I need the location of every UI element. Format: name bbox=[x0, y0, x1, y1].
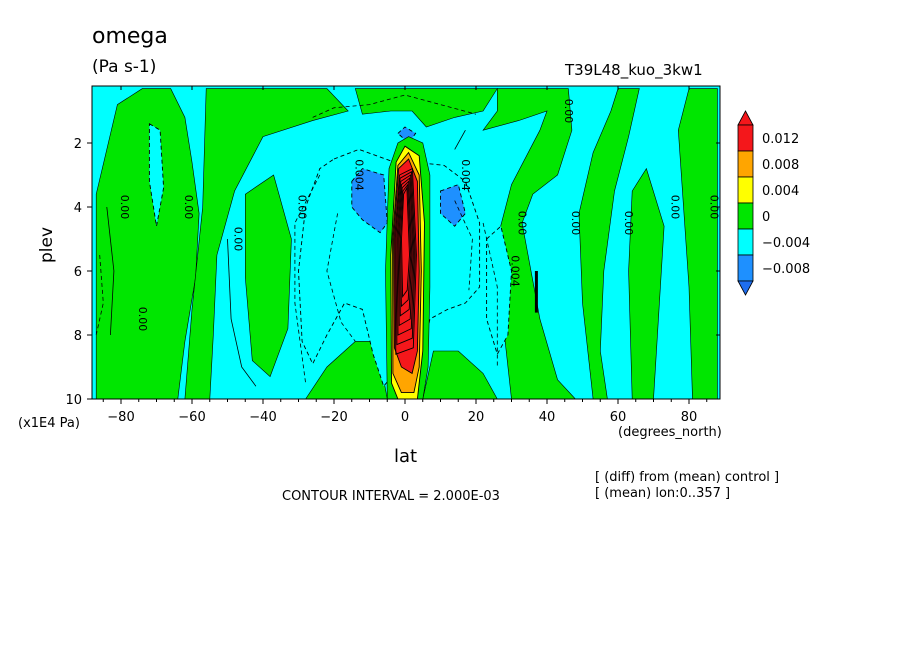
x-tick-label: −60 bbox=[178, 410, 205, 425]
contour-label: 0.00 bbox=[118, 195, 131, 220]
mean-note: [ (mean) lon:0..357 ] bbox=[595, 486, 731, 501]
contour-line bbox=[454, 130, 466, 150]
colorbar-segment bbox=[737, 228, 754, 256]
y-tick-label: 10 bbox=[65, 393, 82, 408]
colorbar-segment bbox=[737, 150, 754, 178]
contour-line bbox=[454, 200, 473, 291]
contour-region-neg bbox=[440, 184, 466, 227]
x-tick-label: 80 bbox=[681, 410, 698, 425]
jet-contour-line bbox=[401, 186, 410, 298]
plot-frame bbox=[91, 85, 721, 400]
contour-label: 0.004 bbox=[459, 159, 472, 191]
contour-line bbox=[312, 94, 477, 118]
jet-contour-line bbox=[397, 177, 414, 327]
contour-label: 0.00 bbox=[136, 307, 149, 332]
colorbar-top-arrow bbox=[737, 110, 754, 126]
jet-contour-line bbox=[396, 174, 415, 336]
diff-note: [ (diff) from (mean) control ] bbox=[595, 470, 780, 485]
contour-region-neg bbox=[486, 225, 512, 356]
x-tick-label: 60 bbox=[610, 410, 627, 425]
colorbar-label: 0.004 bbox=[762, 184, 799, 199]
colorbar-segment bbox=[737, 124, 754, 152]
x-axis-label: lat bbox=[394, 446, 418, 467]
contour-region-pos bbox=[95, 88, 200, 399]
contour-region-neg bbox=[148, 123, 165, 227]
jet-contour-line bbox=[398, 180, 413, 317]
contour-line bbox=[227, 238, 257, 387]
jet-contour-line bbox=[399, 183, 412, 308]
jet-contour-line bbox=[395, 171, 416, 346]
contour-label: 0.00 bbox=[668, 195, 681, 220]
y-axis-units: (x1E4 Pa) bbox=[18, 416, 80, 431]
colorbar-label: −0.004 bbox=[762, 236, 810, 251]
colorbar-label: −0.008 bbox=[762, 262, 810, 277]
y-axis-label: plev bbox=[37, 227, 57, 263]
contour-label: 0.004 bbox=[509, 255, 522, 287]
contour-region-neg bbox=[351, 168, 388, 234]
contour-label: 0.00 bbox=[622, 211, 635, 236]
contour-region-pos bbox=[354, 88, 498, 128]
y-tick-label: 4 bbox=[74, 201, 82, 216]
jet-contour-line bbox=[394, 167, 417, 355]
contour-region-pos bbox=[482, 88, 640, 399]
x-tick-label: 40 bbox=[539, 410, 556, 425]
contour-label: 0.004 bbox=[352, 159, 365, 191]
contour-line bbox=[95, 254, 104, 336]
y-tick-label: 6 bbox=[74, 265, 82, 280]
x-axis-units: (degrees_north) bbox=[618, 425, 722, 440]
chart-units: (Pa s-1) bbox=[92, 57, 157, 77]
x-tick-label: 0 bbox=[401, 410, 409, 425]
colorbar-label: 0 bbox=[762, 210, 770, 225]
contour-region-pos bbox=[422, 350, 498, 399]
x-tick-label: −80 bbox=[107, 410, 134, 425]
contour-line bbox=[106, 206, 115, 336]
contour-region-pos bbox=[184, 88, 349, 399]
colorbar-segment bbox=[737, 254, 754, 282]
x-tick-label: 20 bbox=[468, 410, 485, 425]
contour-label: 0.00 bbox=[569, 211, 582, 236]
run-name: T39L48_kuo_3kw1 bbox=[565, 61, 703, 79]
chart-title: omega bbox=[92, 24, 168, 49]
colorbar-segment bbox=[737, 176, 754, 204]
colorbar-bottom-arrow bbox=[737, 280, 754, 296]
contour-region-pos bbox=[628, 167, 665, 399]
plot-area: 0.00 0.00 0.00 0.00 0.00 0.004 0.004 0.004 0.00 0… bbox=[95, 88, 720, 399]
contour-interval-text: CONTOUR INTERVAL = 2.000E-03 bbox=[282, 489, 500, 504]
contour-line bbox=[294, 174, 321, 384]
x-tick-label: −40 bbox=[249, 410, 276, 425]
contour-label: 0.00 bbox=[296, 195, 309, 220]
contour-label: 0.00 bbox=[707, 195, 720, 220]
y-tick-label: 8 bbox=[74, 329, 82, 344]
contour-label: 0.00 bbox=[182, 195, 195, 220]
contour-region-pos bbox=[305, 341, 388, 399]
contour-label: 0.00 bbox=[232, 227, 245, 252]
x-tick-label: −20 bbox=[320, 410, 347, 425]
contour-label: 0.00 bbox=[516, 211, 529, 236]
contour-line bbox=[326, 213, 356, 342]
colorbar-segment bbox=[737, 202, 754, 230]
colorbar-label: 0.008 bbox=[762, 158, 799, 173]
colorbar-label: 0.012 bbox=[762, 132, 799, 147]
contour-label: 0.00 bbox=[562, 99, 575, 124]
contour-line bbox=[482, 222, 498, 367]
contour-region-pos bbox=[245, 174, 292, 378]
y-tick-label: 2 bbox=[74, 137, 82, 152]
